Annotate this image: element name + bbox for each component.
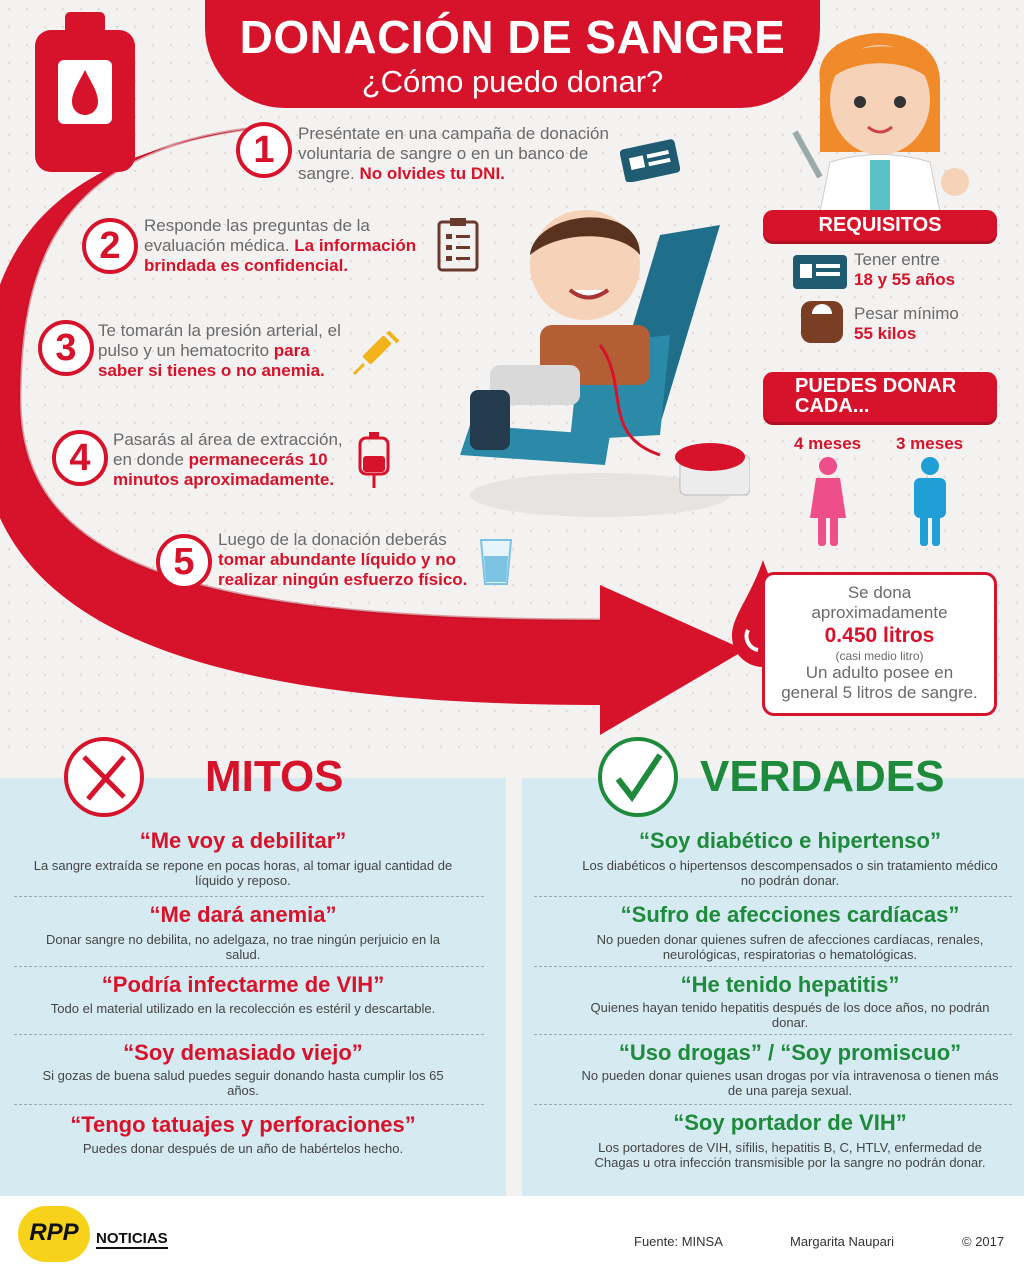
truth-4-desc: No pueden donar quienes usan drogas por … (581, 1068, 999, 1098)
blood-bag-icon (35, 12, 135, 172)
myth-1-desc: La sangre extraída se repone en pocas ho… (33, 858, 453, 888)
donor-illustration (460, 210, 750, 517)
volume-info-box: Se dona aproximadamente 0.450 litros (ca… (762, 572, 997, 716)
truth-1-title: “Soy diabético e hipertenso” (639, 828, 941, 853)
step-5-number: 5 (156, 534, 212, 590)
page-title: DONACIÓN DE SANGRE (239, 11, 786, 63)
myth-5-title: “Tengo tatuajes y perforaciones” (70, 1112, 416, 1137)
male-frequency: 3 meses (896, 434, 964, 453)
female-frequency: 4 meses (794, 434, 862, 453)
divider (14, 896, 484, 897)
footer (0, 1196, 1024, 1280)
truth-5-title: “Soy portador de VIH” (673, 1110, 907, 1135)
truth-3-desc: Quienes hayan tenido hepatitis después d… (590, 1000, 990, 1030)
page-subtitle: ¿Cómo puedo donar? (361, 64, 664, 99)
female-figure-icon (810, 457, 846, 546)
step-3-number: 3 (38, 320, 94, 376)
step-3-text: Te tomarán la presión arterial, el pulso… (98, 321, 341, 380)
step-2-text: Responde las preguntas de la evaluación … (144, 216, 417, 275)
step-2-number: 2 (82, 218, 138, 274)
truth-4-title: “Uso drogas” / “Soy promiscuo” (618, 1040, 962, 1065)
source-text: Fuente: MINSA (634, 1234, 723, 1249)
check-icon (598, 737, 678, 817)
weight-requirement: Pesar mínimo 55 kilos (854, 304, 959, 343)
clipboard-icon (437, 218, 479, 272)
truth-2-title: “Sufro de afecciones cardíacas” (620, 902, 960, 927)
step-1-text: Preséntate en una campaña de donación vo… (298, 124, 609, 183)
myth-3-desc: Todo el material utilizado en la recolec… (50, 1001, 436, 1016)
myth-2-title: “Me dará anemia” (149, 902, 337, 927)
step-4-text: Pasarás al área de extracción, en donde … (113, 430, 343, 489)
brand-name: NOTICIAS (96, 1230, 168, 1249)
scale-icon (801, 301, 843, 343)
truths-heading: VERDADES (700, 752, 945, 801)
divider (14, 1034, 484, 1035)
truth-5-desc: Los portadores de VIH, sífilis, hepatiti… (594, 1140, 986, 1170)
id-card-icon (620, 139, 680, 182)
step-5-text: Luego de la donación deberás tomar abund… (218, 530, 468, 589)
myth-3-title: “Podría infectarme de VIH” (101, 972, 385, 997)
divider (534, 966, 1012, 967)
truths-panel (522, 778, 1024, 1196)
blood-bag-small-icon (358, 432, 390, 488)
male-figure-icon (914, 457, 946, 546)
divider (534, 1104, 1012, 1105)
step-1-number: 1 (236, 122, 292, 178)
syringe-icon (352, 330, 400, 376)
frequency-title: PUEDES DONAR CADA... (763, 372, 997, 422)
header-banner (205, 0, 820, 108)
truth-1-desc: Los diabéticos o hipertensos descompensa… (582, 858, 998, 888)
truth-2-desc: No pueden donar quienes sufren de afecci… (596, 932, 984, 962)
id-card-icon (793, 255, 847, 289)
cross-icon (64, 737, 144, 817)
myth-5-desc: Puedes donar después de un año de habért… (82, 1141, 404, 1156)
rpp-logo-text: RPP (29, 1219, 79, 1246)
rpp-logo (18, 1206, 90, 1262)
requirements-title: REQUISITOS (763, 210, 997, 241)
step-4-number: 4 (52, 430, 108, 486)
divider (534, 896, 1012, 897)
truth-3-title: “He tenido hepatitis” (680, 972, 900, 997)
myth-1-title: “Me voy a debilitar” (139, 828, 347, 853)
water-glass-icon (479, 539, 513, 585)
myth-4-desc: Si gozas de buena salud puedes seguir do… (42, 1068, 444, 1098)
myth-2-desc: Donar sangre no debilita, no adelgaza, n… (46, 932, 440, 962)
divider (14, 966, 484, 967)
myths-panel (0, 778, 506, 1196)
author-text: Margarita Naupari (790, 1234, 895, 1249)
nurse-illustration (792, 33, 969, 212)
myth-4-title: “Soy demasiado viejo” (123, 1040, 363, 1065)
age-requirement: Tener entre 18 y 55 años (854, 250, 956, 289)
divider (534, 1034, 1012, 1035)
copyright-text: © 2017 (962, 1234, 1005, 1249)
myths-heading: MITOS (205, 752, 344, 801)
divider (14, 1104, 484, 1105)
